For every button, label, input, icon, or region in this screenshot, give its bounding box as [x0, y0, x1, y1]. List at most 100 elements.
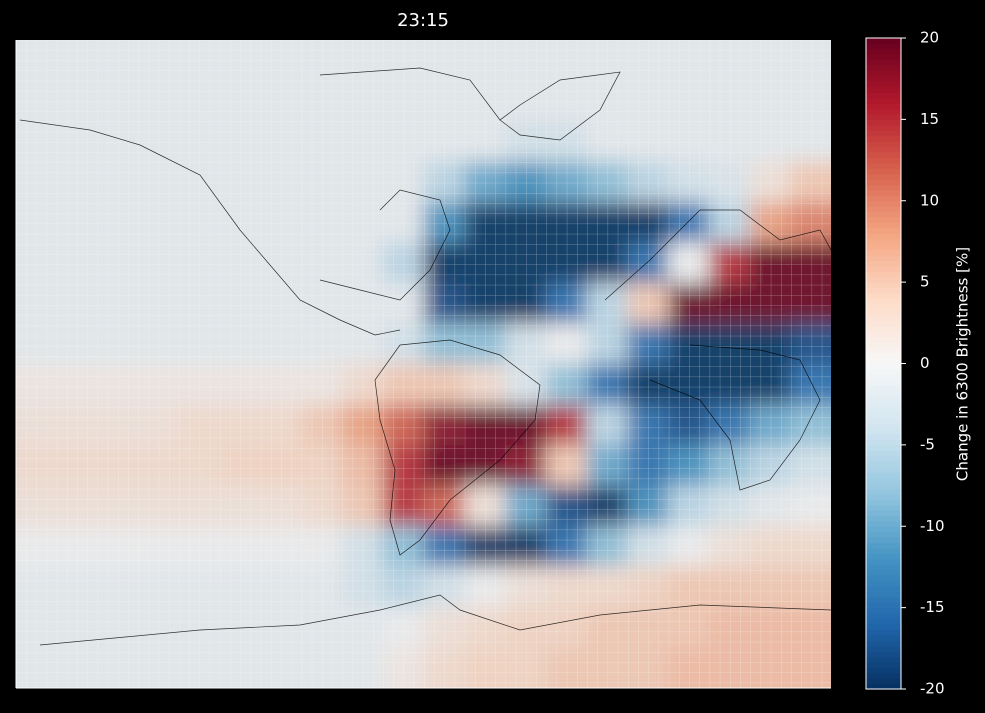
colorbar-step — [866, 623, 901, 630]
colorbar-step — [866, 103, 901, 110]
colorbar-step — [866, 260, 901, 267]
colorbar-step — [866, 488, 901, 495]
colorbar-step — [866, 287, 901, 294]
colorbar-step — [866, 515, 901, 522]
colorbar-step — [866, 124, 901, 131]
chart-title: 23:15 — [397, 10, 449, 31]
colorbar-step — [866, 509, 901, 516]
colorbar-step — [866, 206, 901, 213]
colorbar-step — [866, 553, 901, 560]
colorbar-step — [866, 309, 901, 316]
colorbar-step — [866, 645, 901, 652]
colorbar-step — [866, 596, 901, 603]
colorbar-step — [866, 661, 901, 668]
colorbar-step — [866, 482, 901, 489]
colorbar-step — [866, 634, 901, 641]
colorbar-step — [866, 368, 901, 375]
colorbar-step — [866, 493, 901, 500]
colorbar-step — [866, 227, 901, 234]
colorbar-step — [866, 233, 901, 240]
colorbar-step — [866, 113, 901, 120]
colorbar-step — [866, 189, 901, 196]
colorbar-step — [866, 640, 901, 647]
colorbar-step — [866, 255, 901, 262]
colorbar-step — [866, 75, 901, 82]
colorbar-tick-label: 10 — [920, 191, 939, 209]
colorbar-label: Change in 6300 Brightness [%] — [954, 247, 972, 481]
colorbar-step — [866, 379, 901, 386]
colorbar-step — [866, 130, 901, 137]
colorbar-tick-label: -10 — [920, 517, 945, 535]
colorbar-step — [866, 406, 901, 413]
colorbar-step — [866, 92, 901, 99]
colorbar-step — [866, 238, 901, 245]
colorbar-step — [866, 569, 901, 576]
colorbar-step — [866, 363, 901, 370]
colorbar-step — [866, 70, 901, 77]
colorbar-step — [866, 336, 901, 343]
colorbar-step — [866, 547, 901, 554]
colorbar-step — [866, 211, 901, 218]
colorbar-step — [866, 564, 901, 571]
colorbar-step — [866, 439, 901, 446]
colorbar: -20 -15 -10 -5 0 5 10 15 20 — [866, 29, 945, 698]
colorbar-tick-label: 20 — [920, 29, 939, 47]
colorbar-step — [866, 358, 901, 365]
colorbar-step — [866, 607, 901, 614]
colorbar-step — [866, 558, 901, 565]
colorbar-step — [866, 585, 901, 592]
colorbar-step — [866, 444, 901, 451]
colorbar-step — [866, 401, 901, 408]
colorbar-step — [866, 162, 901, 169]
colorbar-step — [866, 683, 901, 690]
colorbar-step — [866, 341, 901, 348]
colorbar-step — [866, 119, 901, 126]
colorbar-step — [866, 97, 901, 104]
colorbar-step — [866, 48, 901, 55]
colorbar-step — [866, 292, 901, 299]
colorbar-step — [866, 417, 901, 424]
colorbar-step — [866, 65, 901, 72]
colorbar-step — [866, 618, 901, 625]
colorbar-step — [866, 303, 901, 310]
colorbar-step — [866, 656, 901, 663]
colorbar-step — [866, 580, 901, 587]
colorbar-step — [866, 602, 901, 609]
colorbar-step — [866, 575, 901, 582]
colorbar-step — [866, 59, 901, 66]
colorbar-step — [866, 542, 901, 549]
colorbar-step — [866, 217, 901, 224]
colorbar-step — [866, 298, 901, 305]
colorbar-tick-label: 0 — [920, 354, 930, 372]
colorbar-step — [866, 472, 901, 479]
colorbar-tick-label: -5 — [920, 435, 935, 453]
colorbar-step — [866, 434, 901, 441]
colorbar-step — [866, 504, 901, 511]
colorbar-step — [866, 455, 901, 462]
colorbar-step — [866, 282, 901, 289]
colorbar-step — [866, 466, 901, 473]
colorbar-tick-label: -20 — [920, 680, 945, 698]
colorbar-step — [866, 271, 901, 278]
colorbar-step — [866, 168, 901, 175]
colorbar-step — [866, 678, 901, 685]
colorbar-step — [866, 173, 901, 180]
colorbar-step — [866, 531, 901, 538]
colorbar-step — [866, 537, 901, 544]
colorbar-step — [866, 396, 901, 403]
colorbar-step — [866, 195, 901, 202]
colorbar-step — [866, 412, 901, 419]
colorbar-step — [866, 249, 901, 256]
plot-area — [16, 40, 831, 688]
colorbar-step — [866, 38, 901, 45]
colorbar-step — [866, 108, 901, 115]
colorbar-step — [866, 314, 901, 321]
colorbar-step — [866, 461, 901, 468]
colorbar-step — [866, 613, 901, 620]
colorbar-step — [866, 477, 901, 484]
colorbar-step — [866, 146, 901, 153]
colorbar-step — [866, 81, 901, 88]
colorbar-step — [866, 135, 901, 142]
colorbar-step — [866, 325, 901, 332]
